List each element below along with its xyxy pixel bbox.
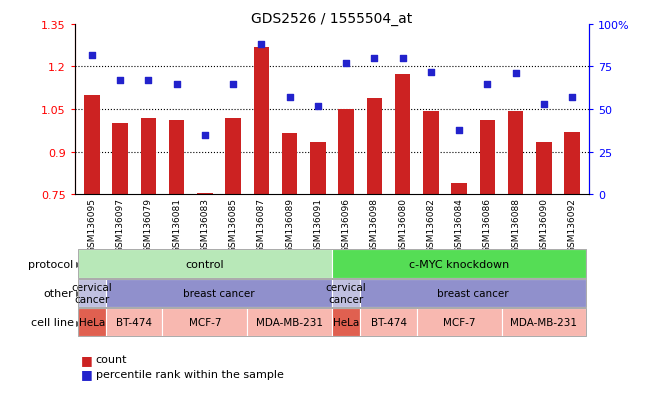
Bar: [451, 184, 467, 195]
Text: ▶: ▶: [76, 318, 83, 327]
Text: ▶: ▶: [76, 289, 83, 298]
Text: BT-474: BT-474: [370, 318, 406, 328]
Point: [426, 69, 436, 76]
Text: ■: ■: [81, 353, 93, 366]
Text: protocol: protocol: [28, 259, 74, 269]
Point: [256, 42, 266, 48]
Text: HeLa: HeLa: [333, 318, 359, 328]
Bar: [310, 142, 326, 195]
Point: [341, 61, 352, 67]
Text: cervical
cancer: cervical cancer: [326, 282, 367, 304]
Point: [284, 95, 295, 101]
Point: [567, 95, 577, 101]
Point: [482, 81, 493, 88]
Text: GDS2526 / 1555504_at: GDS2526 / 1555504_at: [251, 12, 413, 26]
Text: MCF-7: MCF-7: [443, 318, 475, 328]
Text: ■: ■: [81, 367, 93, 380]
Point: [87, 52, 97, 59]
Bar: [169, 121, 184, 195]
Text: control: control: [186, 259, 224, 269]
Bar: [508, 111, 523, 195]
Bar: [141, 119, 156, 195]
Point: [115, 78, 125, 84]
Point: [510, 71, 521, 77]
Text: other: other: [44, 288, 74, 298]
Text: cervical
cancer: cervical cancer: [72, 282, 112, 304]
Point: [228, 81, 238, 88]
Text: BT-474: BT-474: [117, 318, 152, 328]
Point: [171, 81, 182, 88]
Bar: [254, 47, 269, 195]
Text: breast cancer: breast cancer: [437, 288, 509, 298]
Bar: [225, 119, 241, 195]
Text: MDA-MB-231: MDA-MB-231: [256, 318, 323, 328]
Text: MCF-7: MCF-7: [189, 318, 221, 328]
Text: cell line: cell line: [31, 318, 74, 328]
Text: HeLa: HeLa: [79, 318, 105, 328]
Bar: [395, 74, 410, 195]
Text: c-MYC knockdown: c-MYC knockdown: [409, 259, 509, 269]
Text: count: count: [96, 354, 127, 364]
Point: [200, 132, 210, 139]
Bar: [282, 134, 298, 195]
Bar: [197, 194, 213, 195]
Bar: [339, 110, 354, 195]
Bar: [84, 96, 100, 195]
Point: [143, 78, 154, 84]
Point: [539, 102, 549, 108]
Bar: [113, 124, 128, 195]
Bar: [367, 99, 382, 195]
Text: breast cancer: breast cancer: [183, 288, 255, 298]
Point: [398, 55, 408, 62]
Bar: [564, 133, 580, 195]
Text: MDA-MB-231: MDA-MB-231: [510, 318, 577, 328]
Point: [454, 127, 464, 133]
Text: percentile rank within the sample: percentile rank within the sample: [96, 369, 284, 379]
Point: [312, 103, 323, 110]
Text: ▶: ▶: [76, 259, 83, 268]
Point: [369, 55, 380, 62]
Bar: [480, 121, 495, 195]
Bar: [536, 142, 551, 195]
Bar: [423, 111, 439, 195]
